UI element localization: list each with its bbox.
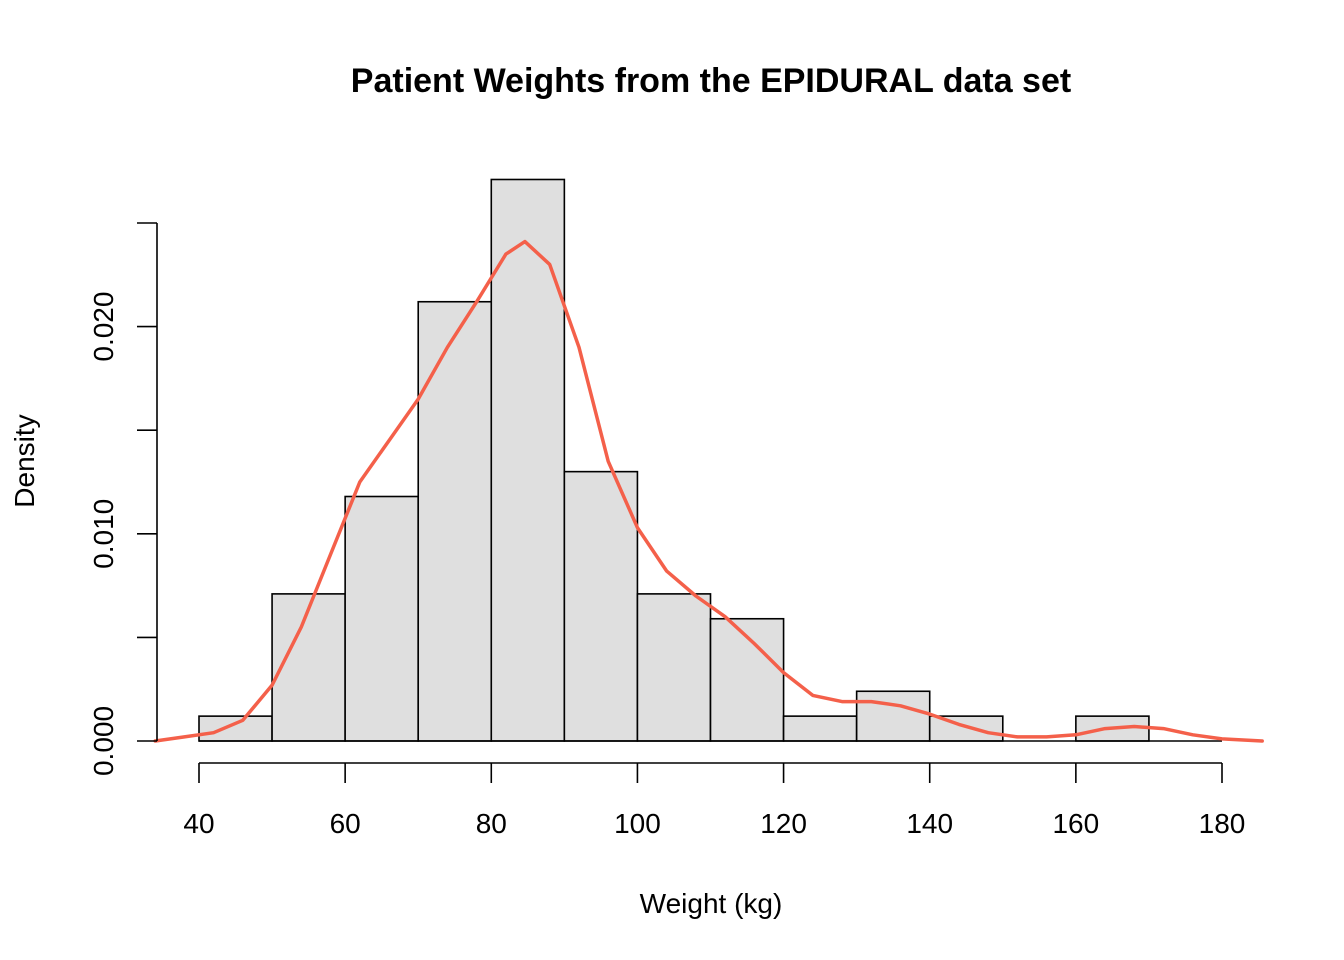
chart-title: Patient Weights from the EPIDURAL data s… [351,62,1071,100]
x-tick-label-60: 60 [330,808,361,839]
x-tick-label-80: 80 [476,808,507,839]
histogram-bars [198,178,1222,742]
histogram-bar-40-50 [198,715,273,742]
histogram-bar-80-90 [490,178,566,742]
x-tick-label-40: 40 [183,808,214,839]
x-tick-label-100: 100 [614,808,661,839]
y-tick-label-4: 0.020 [88,292,119,362]
histogram-bar-50-60 [271,593,346,742]
y-axis: 0.000 0.010 0.020 [88,222,158,776]
x-tick-label-180: 180 [1199,808,1246,839]
x-tick-label-140: 140 [906,808,953,839]
histogram-bar-120-130 [782,715,858,742]
histogram-bar-90-100 [563,470,639,742]
histogram-bar-70-80 [417,300,493,742]
x-tick-label-120: 120 [760,808,807,839]
histogram-bar-100-110 [636,593,712,742]
histogram-bar-140-150 [928,715,1004,742]
y-tick-label-0: 0.000 [88,706,119,776]
histogram-bar-60-70 [344,495,420,742]
x-axis: 40 60 80 100 120 140 160 180 [183,762,1246,839]
x-tick-label-160: 160 [1052,808,1099,839]
y-tick-label-2: 0.010 [88,499,119,569]
y-axis-label: Density [9,414,40,507]
histogram-bar-130-140 [855,690,931,742]
x-axis-label: Weight (kg) [640,888,783,919]
density-curve [153,239,1264,743]
